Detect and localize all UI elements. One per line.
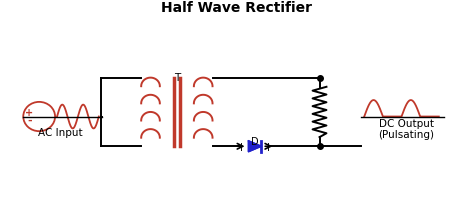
Text: Half Wave Rectifier: Half Wave Rectifier — [162, 1, 312, 15]
Text: T: T — [174, 73, 180, 83]
Text: D: D — [251, 137, 259, 147]
Text: I: I — [240, 143, 243, 153]
Text: AC Input: AC Input — [38, 129, 82, 138]
Text: DC Output
(Pulsating): DC Output (Pulsating) — [379, 119, 435, 140]
Text: I: I — [267, 143, 270, 153]
Text: +: + — [25, 108, 33, 118]
Polygon shape — [248, 141, 261, 152]
Text: -: - — [27, 116, 32, 126]
